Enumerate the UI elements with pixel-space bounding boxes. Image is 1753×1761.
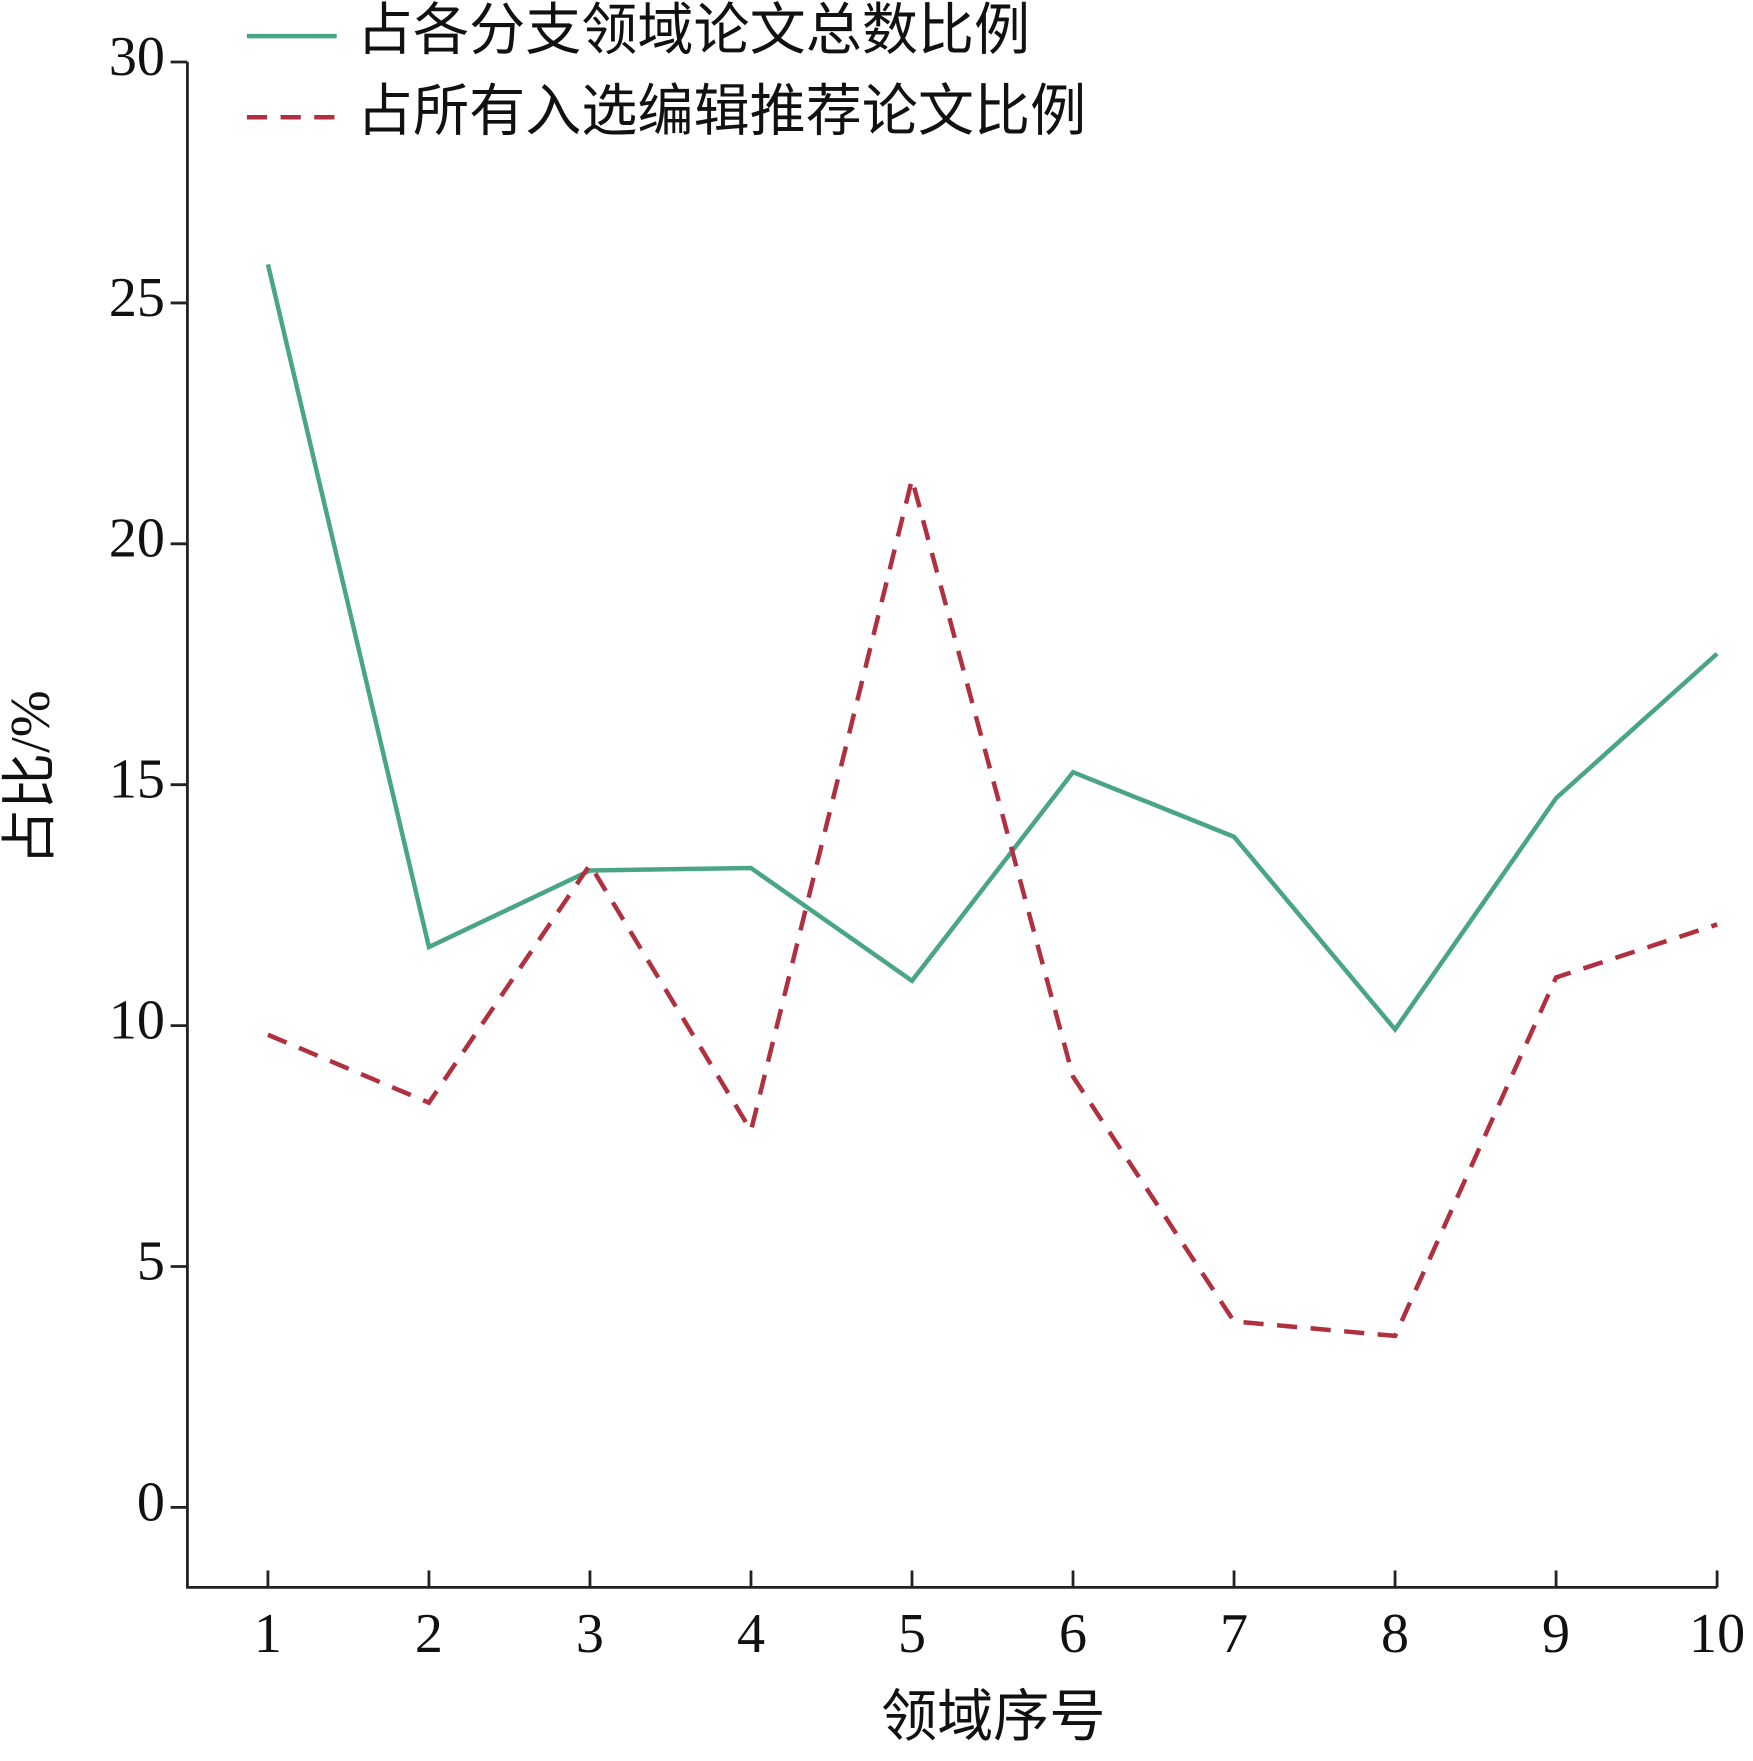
axes (186, 62, 1718, 1589)
y-tick-label: 10 (109, 989, 165, 1051)
legend-label: 占各分支领域论文总数比例 (357, 0, 1030, 62)
series-line (267, 470, 1718, 1339)
x-tick-label: 6 (1059, 1603, 1087, 1665)
x-tick-label: 8 (1381, 1603, 1409, 1665)
x-tick-label: 1 (254, 1603, 282, 1665)
legend-label: 占所有入选编辑推荐论文比例 (357, 81, 1086, 143)
y-tick-label: 5 (137, 1230, 165, 1292)
y-axis-label: 占比/% (0, 690, 62, 865)
x-tick-label: 4 (737, 1603, 765, 1665)
x-tick-label: 5 (898, 1603, 926, 1665)
y-tick-label: 0 (137, 1471, 165, 1533)
x-axis-label: 领域序号 (881, 1686, 1105, 1748)
x-tick-label: 9 (1542, 1603, 1570, 1665)
series-line (265, 263, 1719, 1034)
y-tick-label: 15 (109, 749, 165, 811)
y-tick-label: 30 (109, 26, 165, 88)
x-tick-label: 10 (1689, 1603, 1745, 1665)
x-tick-label: 7 (1220, 1603, 1248, 1665)
x-tick-label: 3 (576, 1603, 604, 1665)
y-tick-label: 20 (109, 508, 165, 570)
x-tick-label: 2 (415, 1603, 443, 1665)
y-tick-label: 25 (109, 267, 165, 329)
